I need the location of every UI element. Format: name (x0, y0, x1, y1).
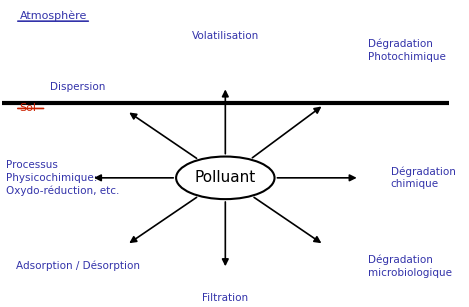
Ellipse shape (176, 157, 274, 199)
Text: Dégradation
microbiologique: Dégradation microbiologique (369, 255, 453, 278)
Text: Filtration: Filtration (202, 293, 249, 303)
Text: Atmosphère: Atmosphère (20, 10, 87, 21)
Text: Dégradation
chimique: Dégradation chimique (391, 166, 456, 189)
Text: Polluant: Polluant (195, 170, 256, 185)
Text: Dispersion: Dispersion (50, 82, 106, 91)
Text: Dégradation
Photochimique: Dégradation Photochimique (369, 39, 446, 61)
Text: Adsorption / Désorption: Adsorption / Désorption (15, 261, 140, 271)
Text: Sol: Sol (20, 103, 37, 113)
Text: Volatilisation: Volatilisation (192, 31, 259, 41)
Text: Processus
Physicochimique:
Oxydo-réduction, etc.: Processus Physicochimique: Oxydo-réducti… (6, 160, 120, 196)
